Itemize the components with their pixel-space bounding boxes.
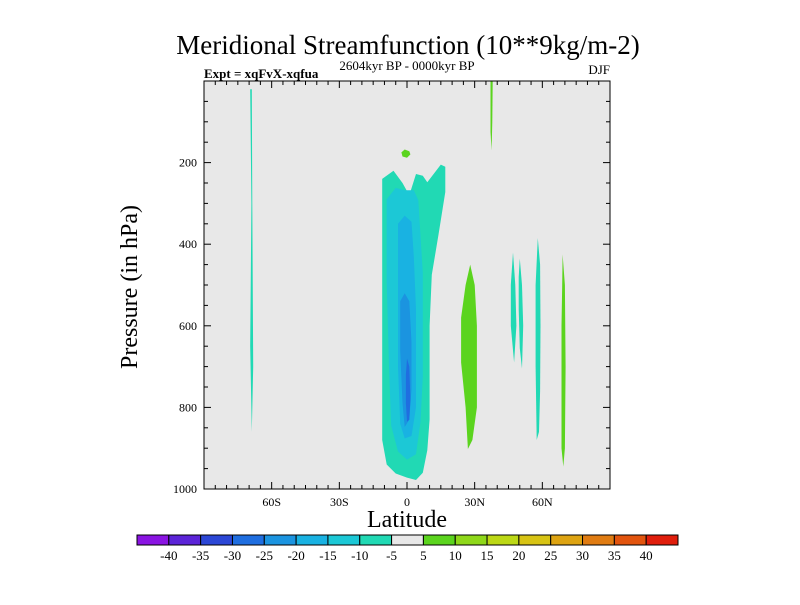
y-tick-label: 1000 <box>173 482 197 496</box>
x-tick-label: 30S <box>330 495 349 509</box>
colorbar-label: -5 <box>386 548 397 563</box>
colorbar-label: 20 <box>512 548 525 563</box>
colorbar-swatch <box>136 534 170 546</box>
colorbar-swatch <box>168 534 202 546</box>
colorbar-swatch <box>486 534 520 546</box>
colorbar-swatch <box>391 534 424 546</box>
colorbar-swatch <box>645 534 679 546</box>
colorbar-swatch <box>359 534 393 546</box>
contour-equator-small-patch <box>401 149 411 158</box>
colorbar-swatch <box>231 534 265 546</box>
colorbar-label: -35 <box>192 548 209 563</box>
y-tick-label: 600 <box>179 319 197 333</box>
colorbar-swatch <box>582 534 615 546</box>
x-axis-label: Latitude <box>367 507 447 533</box>
colorbar-label: -30 <box>224 548 241 563</box>
colorbar-label: -20 <box>287 548 304 563</box>
contour-nh-high-lat-positive-strip <box>561 254 566 467</box>
chart-subtitle-right: DJF <box>588 62 610 77</box>
colorbar-label: -10 <box>351 548 368 563</box>
x-tick-label: 0 <box>404 495 410 509</box>
y-tick-label: 800 <box>179 400 197 414</box>
colorbar-label: 30 <box>576 548 589 563</box>
contour-nh-upper-positive-band <box>490 81 493 151</box>
contour-sh-high-lat-negative-band <box>250 89 254 432</box>
colorbar-label: 5 <box>420 548 427 563</box>
colorbar-swatch <box>613 534 647 546</box>
colorbar-label: 40 <box>640 548 653 563</box>
contour-tropical-cell-minus-25 <box>405 358 411 422</box>
y-axis-label: Pressure (in hPa) <box>117 205 143 369</box>
colorbar-swatch <box>518 534 552 546</box>
contour-nh-subtropical-positive-cell <box>461 264 477 449</box>
x-tick-label: 30N <box>464 495 485 509</box>
y-axis-ticks: 200 400 600 800 1000 <box>173 100 610 496</box>
colorbar: -40 -35 -30 -25 -20 -15 -10 -5 5 10 15 20 25 30 35 40 <box>136 534 679 563</box>
contour-nh-mid-lat-negative-strip-c <box>535 238 541 440</box>
colorbar-label: 15 <box>481 548 494 563</box>
y-tick-label: 200 <box>179 156 197 170</box>
colorbar-swatch <box>200 534 233 546</box>
x-tick-label: 60N <box>532 495 553 509</box>
colorbar-swatch <box>295 534 329 546</box>
contour-nh-mid-lat-negative-strip-b <box>518 258 524 369</box>
x-tick-label: 60S <box>262 495 281 509</box>
chart-title: Meridional Streamfunction (10**9kg/m-2) <box>176 30 639 60</box>
colorbar-label: 25 <box>544 548 557 563</box>
colorbar-swatch <box>263 534 297 546</box>
chart-subtitle-center: 2604kyr BP - 0000kyr BP <box>339 58 474 73</box>
contour-nh-mid-lat-negative-strip-a <box>510 252 517 363</box>
colorbar-swatch <box>422 534 456 546</box>
colorbar-label: -25 <box>256 548 273 563</box>
colorbar-label: 10 <box>449 548 462 563</box>
colorbar-swatch <box>454 534 488 546</box>
colorbar-swatch <box>327 534 361 546</box>
colorbar-label: 35 <box>608 548 621 563</box>
colorbar-swatch <box>550 534 584 546</box>
colorbar-label: -40 <box>160 548 177 563</box>
x-axis-ticks: 60S 30S 0 30N 60N <box>214 81 600 509</box>
y-tick-label: 400 <box>179 237 197 251</box>
contour-fills <box>250 81 566 480</box>
colorbar-label: -15 <box>319 548 336 563</box>
chart-subtitle-left: Expt = xqFvX-xqfua <box>204 66 319 81</box>
